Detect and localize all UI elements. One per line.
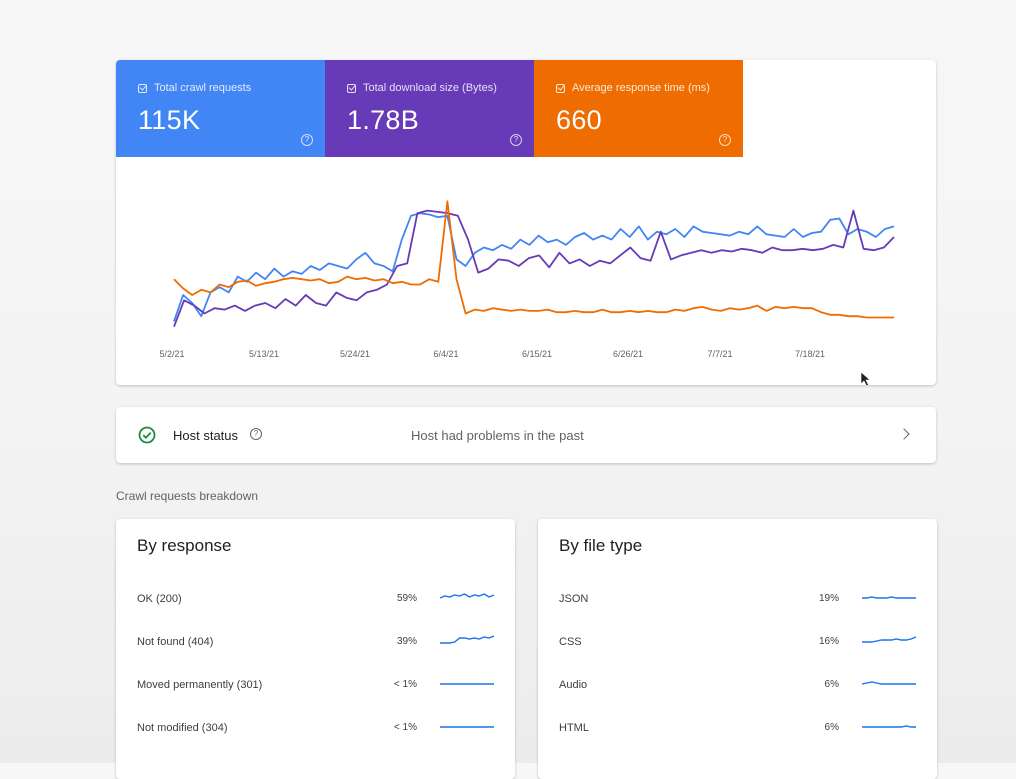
checkbox-icon[interactable]: [138, 83, 147, 93]
sparkline: [440, 726, 494, 728]
check-circle-icon: [138, 426, 156, 444]
crawl-stats-chart-card: Total crawl requests 115K ? Total downlo…: [116, 60, 936, 385]
host-status-message: Host had problems in the past: [411, 428, 584, 443]
by-response-card: By response OK (200) 59% Not found (404) 39…: [116, 519, 515, 779]
help-icon[interactable]: ?: [719, 134, 731, 146]
row-percentage: 39%: [396, 636, 417, 647]
sparkline: [862, 596, 916, 599]
row-percentage: 19%: [818, 593, 839, 604]
metric-label: Average response time (ms): [572, 82, 710, 94]
sparkline: [440, 593, 494, 599]
list-item[interactable]: CSS 16%: [538, 632, 937, 654]
row-percentage: 6%: [824, 679, 839, 690]
mouse-cursor-icon: [860, 371, 871, 385]
x-tick-label: 7/18/21: [795, 349, 825, 359]
card-title: By response: [137, 536, 232, 555]
x-tick-label: 5/24/21: [340, 349, 370, 359]
metric-average-response-time[interactable]: Average response time (ms) 660 ?: [534, 60, 743, 157]
series-line-1: [173, 209, 895, 328]
host-status-row[interactable]: Host status ? Host had problems in the p…: [116, 407, 936, 463]
list-item[interactable]: Moved permanently (301) < 1%: [116, 675, 515, 697]
metric-label: Total crawl requests: [154, 82, 252, 94]
row-percentage: 6%: [824, 722, 839, 733]
row-label: CSS: [559, 636, 582, 648]
breakdown-section-title: Crawl requests breakdown: [116, 489, 259, 503]
sparkline: [440, 635, 494, 644]
x-tick-label: 6/4/21: [433, 349, 458, 359]
chevron-right-icon[interactable]: [898, 428, 910, 440]
sparkline: [862, 636, 916, 643]
x-tick-label: 5/2/21: [159, 349, 184, 359]
metric-total-download-size[interactable]: Total download size (Bytes) 1.78B ?: [325, 60, 534, 157]
help-icon[interactable]: ?: [510, 134, 522, 146]
row-label: OK (200): [137, 593, 182, 605]
checkbox-icon[interactable]: [556, 83, 565, 93]
row-label: Audio: [559, 679, 588, 691]
sparkline: [440, 683, 494, 685]
line-chart[interactable]: 5/2/21 5/13/21 5/24/21 6/4/21 6/15/21 6/26/21…: [116, 60, 936, 385]
metric-value: 115K: [138, 105, 201, 135]
row-percentage: < 1%: [393, 722, 417, 733]
list-item[interactable]: OK (200) 59%: [116, 589, 515, 611]
metric-value: 660: [556, 105, 602, 135]
sparkline: [862, 725, 916, 728]
row-label: HTML: [559, 722, 589, 734]
row-label: Not found (404): [137, 636, 214, 648]
x-tick-label: 6/15/21: [522, 349, 552, 359]
x-tick-label: 7/7/21: [707, 349, 732, 359]
row-label: Moved permanently (301): [137, 679, 263, 691]
row-label: Not modified (304): [137, 722, 228, 734]
help-icon[interactable]: ?: [250, 428, 262, 440]
checkbox-icon[interactable]: [347, 83, 356, 93]
row-percentage: < 1%: [393, 679, 417, 690]
series-line-0: [173, 212, 895, 322]
sparkline: [862, 681, 916, 685]
list-item[interactable]: Audio 6%: [538, 675, 937, 697]
x-tick-label: 5/13/21: [249, 349, 279, 359]
by-file-type-card: By file type JSON 19% CSS 16% Audio 6% HTML 6%: [538, 519, 937, 779]
list-item[interactable]: JSON 19%: [538, 589, 937, 611]
metric-value: 1.78B: [347, 105, 420, 135]
metric-label: Total download size (Bytes): [363, 82, 497, 94]
host-status-label: Host status: [173, 428, 239, 443]
row-percentage: 16%: [818, 636, 839, 647]
list-item[interactable]: HTML 6%: [538, 718, 937, 740]
help-icon[interactable]: ?: [301, 134, 313, 146]
x-tick-label: 6/26/21: [613, 349, 643, 359]
list-item[interactable]: Not found (404) 39%: [116, 632, 515, 654]
row-label: JSON: [559, 593, 589, 605]
card-title: By file type: [559, 536, 643, 555]
metric-total-crawl-requests[interactable]: Total crawl requests 115K ?: [116, 60, 325, 157]
row-percentage: 59%: [396, 593, 417, 604]
series-line-2: [173, 200, 894, 319]
list-item[interactable]: Not modified (304) < 1%: [116, 718, 515, 740]
